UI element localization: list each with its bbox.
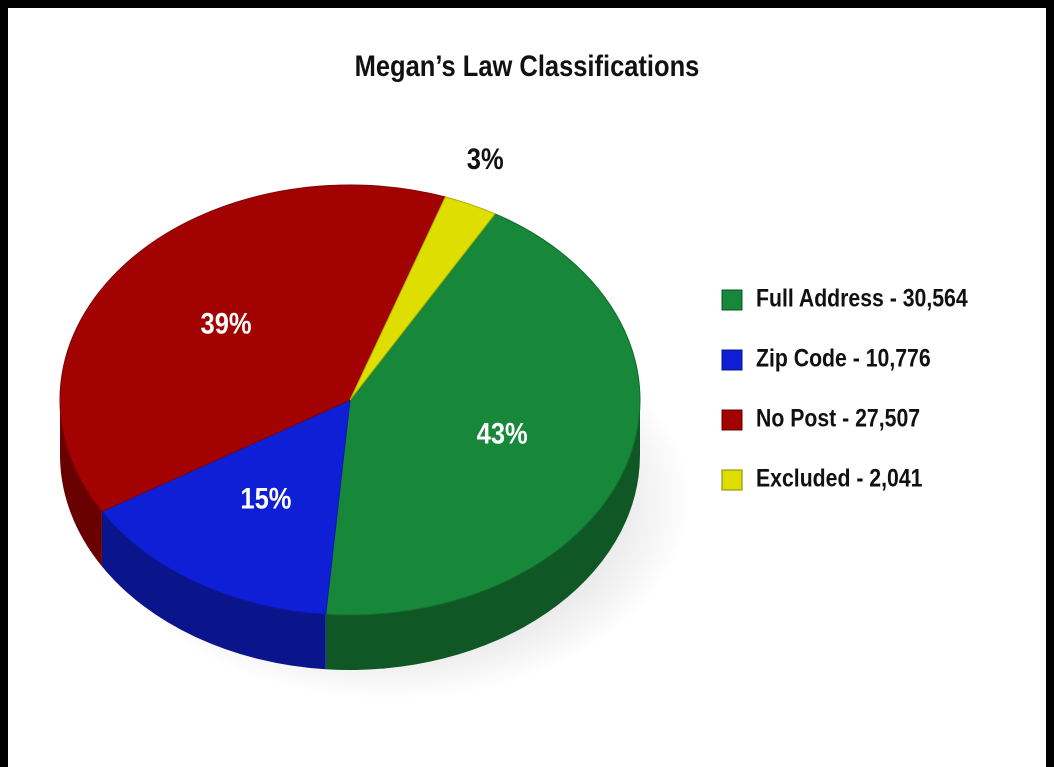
legend-swatch	[721, 409, 743, 431]
pie-side	[325, 400, 640, 671]
legend-swatch	[721, 349, 743, 371]
data-label: 39%	[201, 307, 252, 340]
data-label: 3%	[467, 142, 504, 175]
legend: Full Address - 30,564 Zip Code - 10,776 No…	[721, 284, 968, 492]
pie-slice	[325, 213, 641, 616]
legend-swatch	[721, 469, 743, 491]
legend-label: No Post - 27,507	[756, 404, 920, 432]
data-label: 43%	[477, 416, 528, 449]
pie: 43% 15% 39% 3%	[59, 142, 641, 671]
legend-label: Excluded - 2,041	[756, 464, 923, 492]
legend-label: Zip Code - 10,776	[756, 344, 931, 372]
pie-side	[60, 400, 102, 567]
chart-title: Megan’s Law Classifications	[355, 49, 700, 82]
legend-swatch	[721, 289, 743, 311]
pie-slice	[101, 399, 351, 615]
data-label: 15%	[240, 481, 291, 514]
legend-label: Full Address - 30,564	[756, 284, 968, 312]
pie-slice	[349, 196, 496, 401]
pie-slice	[59, 184, 447, 512]
